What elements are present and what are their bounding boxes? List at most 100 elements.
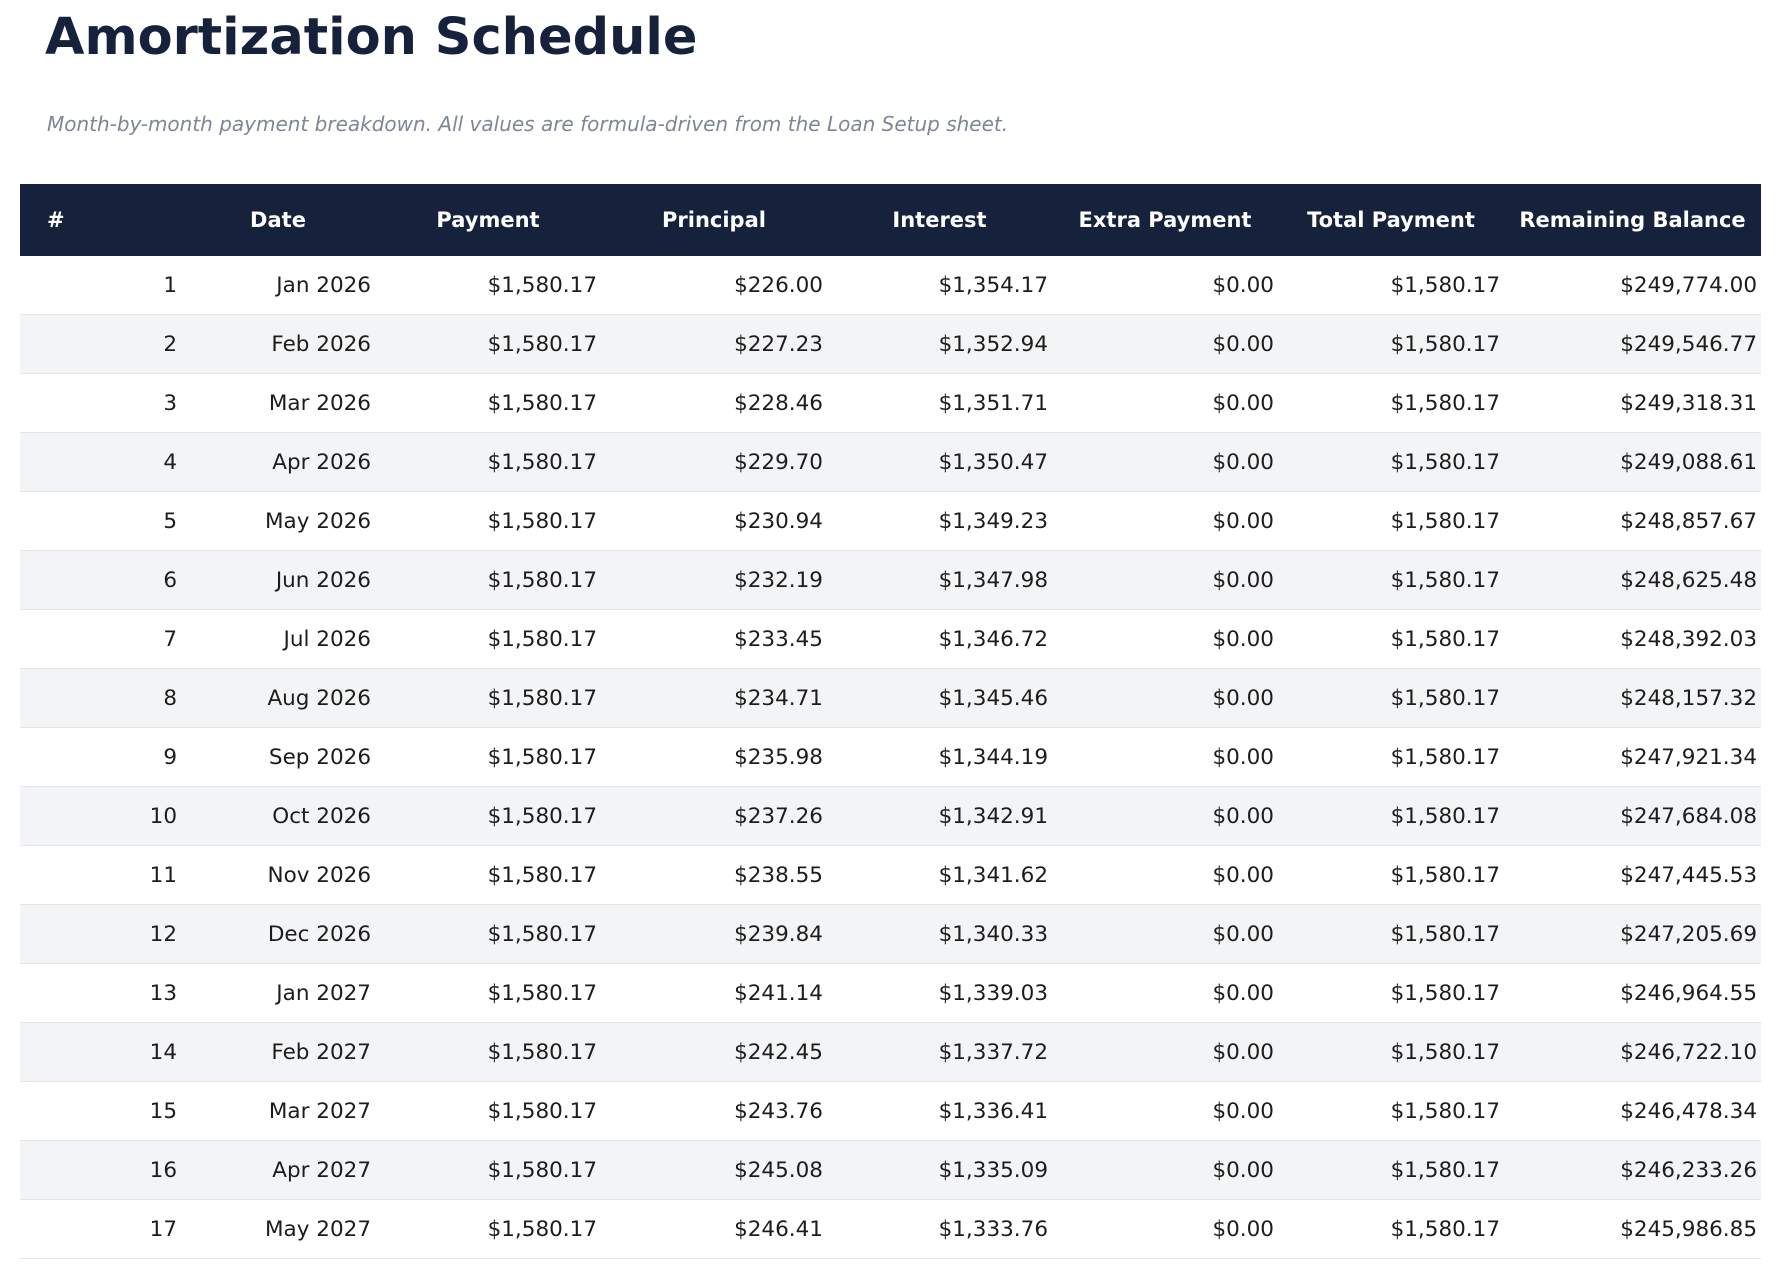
column-header: Payment	[375, 184, 601, 256]
table-cell: $229.70	[601, 432, 827, 492]
table-cell: $0.00	[1052, 786, 1278, 846]
table-cell: $248,157.32	[1504, 668, 1761, 728]
table-cell: $1,347.98	[827, 550, 1052, 610]
table-cell: $1,580.17	[375, 550, 601, 610]
table-cell: $1,580.17	[375, 1022, 601, 1082]
table-cell: 13	[20, 963, 181, 1023]
column-header: Principal	[601, 184, 827, 256]
table-cell: Jan 2027	[181, 963, 375, 1023]
table-cell: $246,233.26	[1504, 1140, 1761, 1200]
table-cell: $1,580.17	[375, 963, 601, 1023]
table-cell: 5	[20, 491, 181, 551]
table-cell: $1,335.09	[827, 1140, 1052, 1200]
table-cell: $1,339.03	[827, 963, 1052, 1023]
subtitle: Month-by-month payment breakdown. All va…	[47, 112, 1009, 136]
table-cell: $249,088.61	[1504, 432, 1761, 492]
table-cell: $249,774.00	[1504, 256, 1761, 315]
table-cell: $226.00	[601, 256, 827, 315]
table-cell: 16	[20, 1140, 181, 1200]
table-cell: $1,333.76	[827, 1199, 1052, 1259]
table-cell: $1,580.17	[1278, 1081, 1504, 1141]
table-cell: $246,722.10	[1504, 1022, 1761, 1082]
table-cell: $0.00	[1052, 963, 1278, 1023]
table-cell: $1,340.33	[827, 904, 1052, 964]
table-cell: $246,478.34	[1504, 1081, 1761, 1141]
table-cell: $0.00	[1052, 904, 1278, 964]
table-cell: $1,580.17	[375, 727, 601, 787]
table-cell: $1,344.19	[827, 727, 1052, 787]
table-cell: $1,580.17	[1278, 1022, 1504, 1082]
table-cell: May 2026	[181, 491, 375, 551]
table-cell: Apr 2027	[181, 1140, 375, 1200]
table-row: 3 Mar 2026 $1,580.17 $228.46 $1,351.71 $0.00 $…	[20, 373, 1761, 433]
table-cell: $0.00	[1052, 845, 1278, 905]
table-cell: $245,986.85	[1504, 1199, 1761, 1259]
table-row: 8 Aug 2026 $1,580.17 $234.71 $1,345.46 $0.00 $…	[20, 668, 1761, 728]
table-cell: $1,580.17	[1278, 609, 1504, 669]
table-cell: 17	[20, 1199, 181, 1259]
table-cell: $249,546.77	[1504, 314, 1761, 374]
table-cell: $1,580.17	[375, 491, 601, 551]
table-cell: $237.26	[601, 786, 827, 846]
table-cell: $1,580.17	[1278, 668, 1504, 728]
table-cell: 4	[20, 432, 181, 492]
table-cell: Jan 2026	[181, 256, 375, 315]
table-cell: $1,580.17	[1278, 1199, 1504, 1259]
table-cell: Mar 2027	[181, 1081, 375, 1141]
table-cell: $1,580.17	[375, 1081, 601, 1141]
table-row: 15 Mar 2027 $1,580.17 $243.76 $1,336.41 $0.00…	[20, 1081, 1761, 1141]
table-cell: $1,580.17	[375, 1199, 601, 1259]
table-cell: 14	[20, 1022, 181, 1082]
table-cell: $0.00	[1052, 491, 1278, 551]
table-cell: Oct 2026	[181, 786, 375, 846]
table-cell: $1,336.41	[827, 1081, 1052, 1141]
table-cell: $228.46	[601, 373, 827, 433]
table-cell: Nov 2026	[181, 845, 375, 905]
table-cell: $1,580.17	[1278, 314, 1504, 374]
table-cell: $0.00	[1052, 256, 1278, 315]
table-cell: $1,580.17	[375, 314, 601, 374]
table-cell: $242.45	[601, 1022, 827, 1082]
table-cell: 11	[20, 845, 181, 905]
table-cell: Dec 2026	[181, 904, 375, 964]
table-cell: $0.00	[1052, 609, 1278, 669]
table-cell: 6	[20, 550, 181, 610]
table-cell: Sep 2026	[181, 727, 375, 787]
table-cell: $0.00	[1052, 1199, 1278, 1259]
table-cell: $1,580.17	[375, 845, 601, 905]
table-cell: $1,580.17	[1278, 373, 1504, 433]
table-cell: $1,580.17	[1278, 491, 1504, 551]
table-cell: Aug 2026	[181, 668, 375, 728]
table-row: 1 Jan 2026 $1,580.17 $226.00 $1,354.17 $0.00 $…	[20, 256, 1761, 315]
table-cell: $1,350.47	[827, 432, 1052, 492]
table-row: 9 Sep 2026 $1,580.17 $235.98 $1,344.19 $0.00 $…	[20, 727, 1761, 787]
table-cell: $247,684.08	[1504, 786, 1761, 846]
table-cell: $235.98	[601, 727, 827, 787]
table-cell: $1,580.17	[1278, 904, 1504, 964]
table-cell: $1,346.72	[827, 609, 1052, 669]
table-cell: $1,580.17	[1278, 1140, 1504, 1200]
table-cell: 9	[20, 727, 181, 787]
table-cell: $0.00	[1052, 432, 1278, 492]
table-cell: $243.76	[601, 1081, 827, 1141]
table-cell: $234.71	[601, 668, 827, 728]
table-cell: Jul 2026	[181, 609, 375, 669]
amortization-table: # Date Payment Principal Interest Extra Payme…	[20, 184, 1761, 1259]
table-row: 11 Nov 2026 $1,580.17 $238.55 $1,341.62 $0.00…	[20, 845, 1761, 905]
table-cell: $246.41	[601, 1199, 827, 1259]
table-cell: 1	[20, 256, 181, 315]
table-cell: $1,580.17	[375, 609, 601, 669]
table-cell: 2	[20, 314, 181, 374]
column-header: Date	[181, 184, 375, 256]
table-cell: 15	[20, 1081, 181, 1141]
table-cell: $238.55	[601, 845, 827, 905]
table-cell: $245.08	[601, 1140, 827, 1200]
table-cell: $1,341.62	[827, 845, 1052, 905]
column-header: Total Payment	[1278, 184, 1504, 256]
table-row: 5 May 2026 $1,580.17 $230.94 $1,349.23 $0.00 $…	[20, 491, 1761, 551]
table-row: 14 Feb 2027 $1,580.17 $242.45 $1,337.72 $0.00…	[20, 1022, 1761, 1082]
table-cell: $0.00	[1052, 373, 1278, 433]
table-cell: 7	[20, 609, 181, 669]
table-cell: Feb 2026	[181, 314, 375, 374]
